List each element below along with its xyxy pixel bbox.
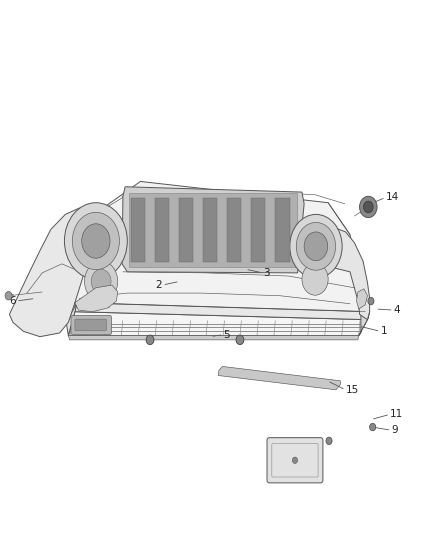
Circle shape xyxy=(236,335,244,345)
Circle shape xyxy=(302,263,328,295)
Circle shape xyxy=(82,224,110,258)
Text: 7: 7 xyxy=(205,252,212,262)
Polygon shape xyxy=(122,187,304,273)
FancyBboxPatch shape xyxy=(71,316,112,335)
Polygon shape xyxy=(275,198,290,262)
Circle shape xyxy=(364,201,373,213)
Polygon shape xyxy=(129,193,297,266)
Circle shape xyxy=(146,335,154,345)
Text: 9: 9 xyxy=(392,425,398,435)
Polygon shape xyxy=(179,198,194,262)
Circle shape xyxy=(5,292,12,300)
Polygon shape xyxy=(10,208,117,337)
Circle shape xyxy=(370,423,376,431)
Polygon shape xyxy=(155,198,170,262)
Polygon shape xyxy=(131,198,145,262)
FancyBboxPatch shape xyxy=(267,438,323,483)
Text: 8: 8 xyxy=(89,298,96,309)
Circle shape xyxy=(85,261,118,302)
Text: 10: 10 xyxy=(266,461,279,471)
Circle shape xyxy=(91,269,111,294)
Text: 15: 15 xyxy=(346,385,359,395)
Text: 6: 6 xyxy=(9,296,16,306)
Polygon shape xyxy=(75,303,370,320)
Text: 2: 2 xyxy=(155,280,162,290)
Circle shape xyxy=(296,222,336,270)
Polygon shape xyxy=(68,312,367,336)
Text: 1: 1 xyxy=(381,326,387,336)
Circle shape xyxy=(292,457,297,464)
Text: 14: 14 xyxy=(386,192,399,203)
Circle shape xyxy=(72,212,120,270)
Text: 5: 5 xyxy=(223,329,230,340)
Circle shape xyxy=(368,297,374,305)
FancyBboxPatch shape xyxy=(75,319,106,331)
Polygon shape xyxy=(359,304,370,336)
Polygon shape xyxy=(203,198,218,262)
Circle shape xyxy=(326,437,332,445)
Polygon shape xyxy=(357,289,367,309)
Polygon shape xyxy=(68,336,359,340)
Text: 4: 4 xyxy=(394,305,400,315)
Polygon shape xyxy=(314,228,370,320)
Text: 11: 11 xyxy=(390,409,403,419)
Circle shape xyxy=(64,203,127,279)
Polygon shape xyxy=(75,285,118,312)
Polygon shape xyxy=(75,181,370,320)
Text: 3: 3 xyxy=(263,268,269,278)
Circle shape xyxy=(290,214,342,278)
Polygon shape xyxy=(218,367,340,390)
Polygon shape xyxy=(251,198,265,262)
Circle shape xyxy=(360,196,377,217)
Circle shape xyxy=(304,232,328,261)
Polygon shape xyxy=(66,303,77,336)
Polygon shape xyxy=(227,198,241,262)
